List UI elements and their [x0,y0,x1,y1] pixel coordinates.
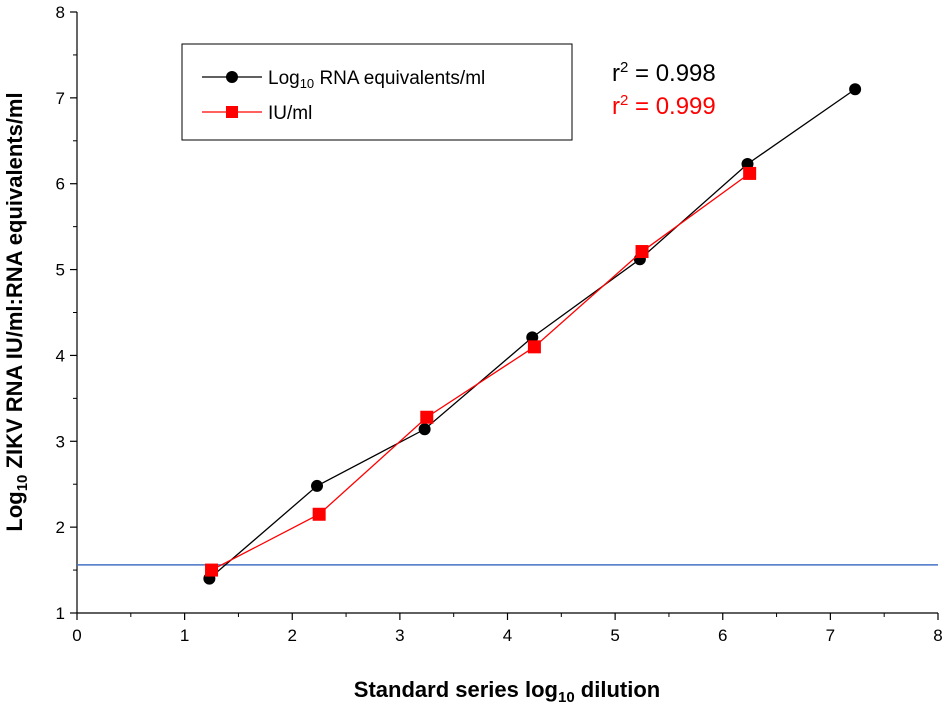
y-tick-label: 8 [56,3,65,22]
series-2-point [527,340,541,354]
legend-label-series-2: IU/ml [268,103,312,124]
y-tick-label: 5 [56,261,65,280]
y-tick-label: 4 [56,346,65,365]
r-squared-annotation-2: r2 = 0.999 [612,92,716,120]
y-tick-label: 3 [56,432,65,451]
x-tick-label: 8 [933,626,942,645]
x-tick-label: 3 [395,626,404,645]
legend: Log10 RNA equivalents/ml IU/ml [181,43,573,141]
legend-marker-series-2 [226,106,238,118]
x-tick-label: 5 [610,626,619,645]
series-1-point [311,479,324,492]
series-1-point [418,423,431,436]
x-tick-label: 0 [72,626,81,645]
y-axis-title: Log10 ZIKV RNA IU/ml:RNA equivalents/ml [2,92,31,531]
legend-box [181,43,573,141]
x-tick-label: 6 [718,626,727,645]
x-tick-label: 7 [826,626,835,645]
x-axis-title: Standard series log10 dilution [354,677,660,705]
series-2-point [743,166,757,180]
x-tick-label: 2 [288,626,297,645]
series-2 [205,166,757,577]
x-tick-label: 4 [503,626,512,645]
series-1 [203,83,862,585]
y-tick-label: 6 [56,175,65,194]
series-2-point [312,507,326,521]
y-tick-label: 7 [56,89,65,108]
series-layer [203,83,862,585]
x-tick-label: 1 [180,626,189,645]
series-1-point [849,83,862,96]
legend-marker-series-1 [226,71,238,83]
series-2-line [211,172,751,571]
r-squared-annotation-1: r2 = 0.998 [612,59,716,87]
y-tick-label: 1 [56,604,65,623]
series-2-point [420,410,434,424]
legend-label-series-1: Log10 RNA equivalents/ml [268,68,485,91]
y-tick-label: 2 [56,518,65,537]
series-2-point [635,245,649,259]
series-2-point [205,563,219,577]
